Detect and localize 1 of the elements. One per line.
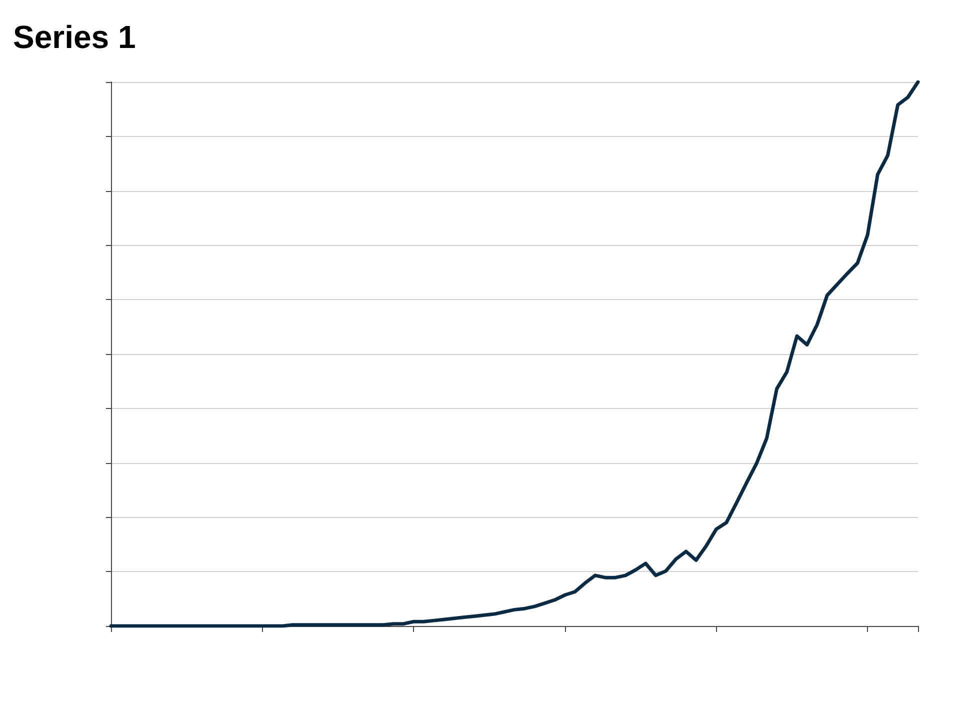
chart-title: Series 1 [13,19,136,55]
